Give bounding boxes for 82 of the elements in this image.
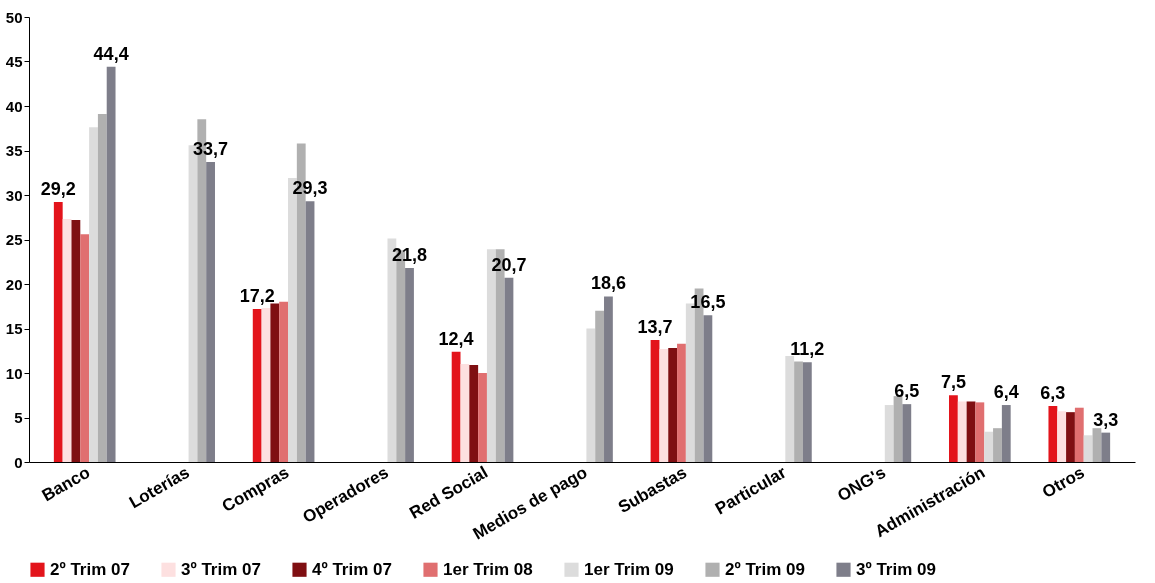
bar (305, 201, 315, 462)
bar (469, 364, 479, 462)
data-label: 7,5 (940, 372, 966, 393)
data-label: 11,2 (790, 339, 825, 360)
legend-label: 3º Trim 07 (181, 559, 261, 579)
legend-label: 1er Trim 08 (443, 559, 533, 579)
y-tick-label: 40 (5, 97, 23, 115)
y-tick-label: 25 (5, 231, 23, 248)
legend-label: 3º Trim 09 (856, 559, 936, 579)
bar (975, 402, 985, 462)
bar (802, 362, 812, 462)
bar (71, 219, 81, 462)
bar (261, 308, 271, 462)
bar (62, 219, 72, 462)
data-label: 21,8 (391, 244, 428, 265)
bar (252, 308, 262, 462)
y-tick-label: 5 (14, 409, 23, 426)
bar (1074, 407, 1084, 462)
y-tick-label: 15 (5, 320, 23, 337)
data-label: 6,5 (894, 381, 920, 402)
bar (966, 401, 976, 462)
bar (478, 373, 487, 462)
data-label: 6,3 (1040, 382, 1066, 403)
data-label: 29,3 (292, 178, 328, 199)
bar (89, 127, 98, 462)
bar (451, 351, 461, 462)
bar (949, 395, 958, 462)
bar (677, 343, 686, 462)
bar (279, 301, 289, 462)
bar (957, 401, 967, 462)
bar (604, 296, 613, 462)
bar (586, 328, 596, 462)
bar (1057, 411, 1067, 462)
y-tick-label: 20 (5, 275, 23, 293)
bar (902, 404, 912, 462)
bar (984, 431, 994, 462)
bar (53, 202, 63, 462)
bar (785, 356, 795, 462)
bar (504, 277, 514, 462)
bar (270, 303, 280, 462)
bar (595, 310, 605, 462)
y-tick-label: 50 (5, 8, 23, 26)
y-tick-label: 30 (5, 186, 23, 204)
bar (1001, 405, 1011, 462)
y-tick-label: 10 (5, 364, 23, 382)
data-label: 13,7 (637, 317, 673, 338)
bar (106, 66, 116, 462)
bar (668, 348, 678, 462)
legend-label: 4º Trim 07 (312, 559, 392, 579)
data-label: 17,2 (239, 285, 275, 306)
y-tick-label: 0 (14, 453, 23, 471)
bar (703, 315, 713, 462)
y-tick-label: 35 (5, 142, 23, 159)
x-tick-label: Otros (1039, 462, 1088, 502)
bar (1092, 428, 1102, 462)
legend-label: 2º Trim 09 (725, 559, 805, 579)
legend-label: 2º Trim 07 (50, 559, 130, 579)
bar (650, 340, 660, 462)
data-label: 12,4 (438, 328, 474, 349)
bar (884, 405, 894, 462)
bar (1048, 405, 1058, 462)
bar (1101, 432, 1111, 462)
data-label: 33,7 (193, 139, 229, 160)
bar (794, 361, 803, 462)
data-label: 20,7 (491, 254, 527, 275)
data-label: 6,4 (993, 382, 1019, 403)
bar (993, 428, 1002, 462)
y-tick-label: 45 (5, 53, 23, 70)
data-label: 44,4 (93, 43, 129, 64)
data-label: 29,2 (40, 179, 76, 200)
bar (659, 348, 669, 462)
bar (80, 234, 90, 462)
data-label: 3,3 (1093, 409, 1119, 430)
bar (405, 267, 414, 462)
bar (97, 114, 107, 462)
bar (460, 364, 470, 462)
bar (206, 162, 215, 462)
bar (1083, 435, 1093, 462)
legend-label: 1er Trim 09 (584, 559, 674, 579)
bar (1066, 412, 1075, 462)
data-label: 16,5 (690, 292, 726, 313)
data-label: 18,6 (590, 273, 626, 294)
